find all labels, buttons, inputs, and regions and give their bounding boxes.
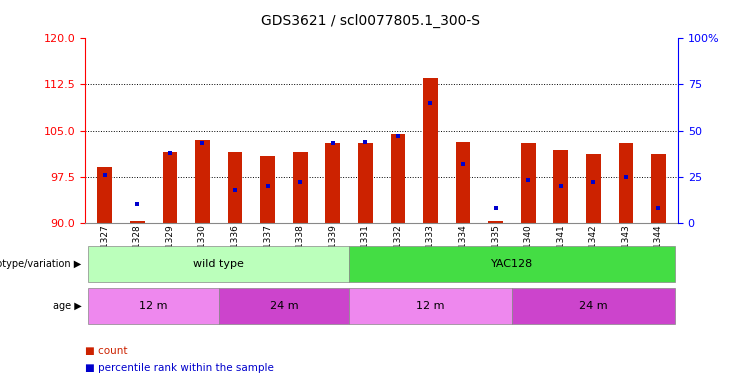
Bar xyxy=(391,134,405,223)
Text: ■ count: ■ count xyxy=(85,346,127,356)
Text: genotype/variation ▶: genotype/variation ▶ xyxy=(0,259,82,269)
Bar xyxy=(219,288,349,324)
Point xyxy=(164,150,176,156)
Point xyxy=(196,141,208,147)
Point xyxy=(522,177,534,184)
Point xyxy=(653,205,665,211)
Point xyxy=(555,183,567,189)
Point xyxy=(327,141,339,147)
Text: 12 m: 12 m xyxy=(139,301,168,311)
Bar xyxy=(88,246,349,282)
Bar xyxy=(554,150,568,223)
Point xyxy=(457,161,469,167)
Bar xyxy=(349,246,675,282)
Text: GDS3621 / scl0077805.1_300-S: GDS3621 / scl0077805.1_300-S xyxy=(261,13,480,28)
Bar xyxy=(88,288,219,324)
Bar xyxy=(456,142,471,223)
Point xyxy=(131,201,143,207)
Point xyxy=(490,205,502,211)
Point xyxy=(229,187,241,193)
Text: age ▶: age ▶ xyxy=(53,301,82,311)
Text: wild type: wild type xyxy=(193,259,245,269)
Point xyxy=(425,100,436,106)
Bar xyxy=(423,78,438,223)
Text: YAC128: YAC128 xyxy=(491,259,533,269)
Bar xyxy=(586,154,601,223)
Bar xyxy=(325,143,340,223)
Point xyxy=(620,174,632,180)
Point xyxy=(588,179,599,185)
Text: 24 m: 24 m xyxy=(270,301,298,311)
Bar xyxy=(227,152,242,223)
Bar xyxy=(358,143,373,223)
Bar xyxy=(651,154,666,223)
Point xyxy=(262,183,273,189)
Bar xyxy=(195,140,210,223)
Bar xyxy=(349,288,512,324)
Point xyxy=(359,139,371,145)
Text: ■ percentile rank within the sample: ■ percentile rank within the sample xyxy=(85,363,274,373)
Point xyxy=(99,172,110,178)
Bar xyxy=(521,143,536,223)
Bar xyxy=(130,222,144,223)
Text: 24 m: 24 m xyxy=(579,301,608,311)
Bar xyxy=(619,143,634,223)
Bar xyxy=(97,167,112,223)
Bar xyxy=(293,152,308,223)
Bar xyxy=(162,152,177,223)
Point xyxy=(392,133,404,139)
Point xyxy=(294,179,306,185)
Bar xyxy=(512,288,675,324)
Text: 12 m: 12 m xyxy=(416,301,445,311)
Bar xyxy=(488,222,503,223)
Bar xyxy=(260,156,275,223)
